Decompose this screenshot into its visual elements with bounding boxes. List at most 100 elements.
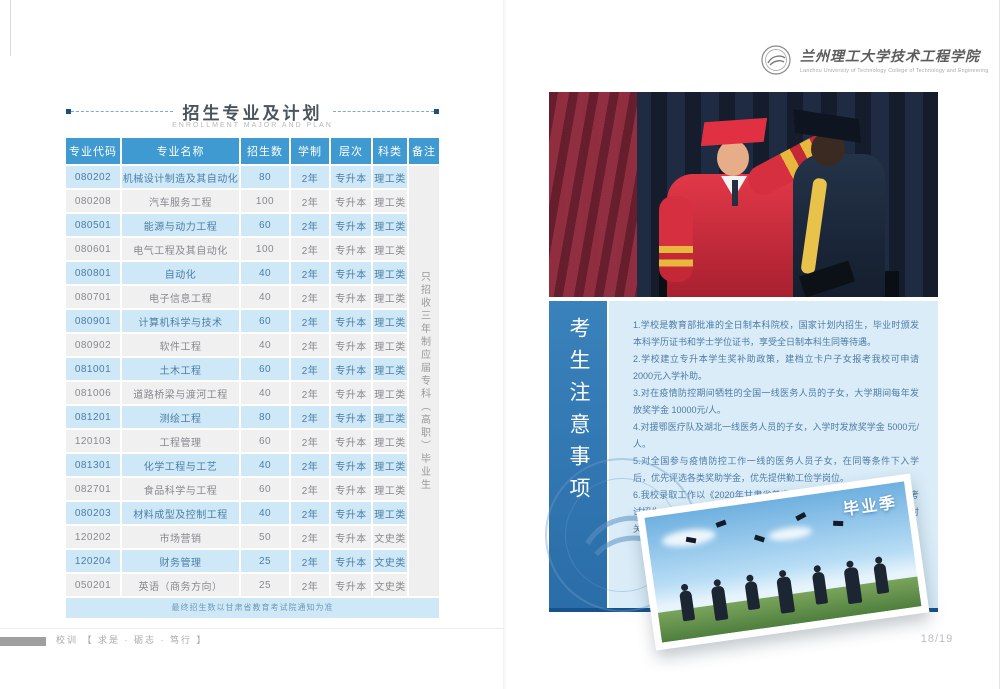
cell-major-name: 财务管理 xyxy=(122,550,239,572)
cell-level: 专升本 xyxy=(331,286,371,308)
table-body: 080202 机械设计制造及其自动化 80 2年 专升本 理工类 080208 … xyxy=(66,166,439,598)
cell-enroll-count: 40 xyxy=(241,502,289,524)
cell-major-name: 机械设计制造及其自动化 xyxy=(122,166,239,188)
cell-major-name: 材料成型及控制工程 xyxy=(122,502,239,524)
cell-major-code: 080901 xyxy=(66,310,120,332)
cell-category: 理工类 xyxy=(373,166,407,188)
cell-major-code: 080203 xyxy=(66,502,120,524)
cell-major-name: 电子信息工程 xyxy=(122,286,239,308)
table-header-cell: 备注 xyxy=(409,138,439,164)
cell-major-name: 软件工程 xyxy=(122,334,239,356)
president-tie xyxy=(732,180,738,206)
photo-caption: 毕业季 xyxy=(841,492,899,520)
cell-major-code: 081301 xyxy=(66,454,120,476)
page-edge-line xyxy=(999,0,1000,689)
table-row: 080701 电子信息工程 40 2年 专升本 理工类 xyxy=(66,286,439,308)
table-row: 081001 土木工程 60 2年 专升本 理工类 xyxy=(66,358,439,380)
cell-category: 文史类 xyxy=(373,550,407,572)
cell-major-name: 测绘工程 xyxy=(122,406,239,428)
page-fold-shadow xyxy=(503,0,507,689)
red-curtain xyxy=(549,92,637,297)
cell-duration: 2年 xyxy=(291,574,329,596)
cell-category: 理工类 xyxy=(373,454,407,476)
cell-enroll-count: 40 xyxy=(241,454,289,476)
cell-level: 专升本 xyxy=(331,358,371,380)
cell-major-name: 市场营销 xyxy=(122,526,239,548)
cell-enroll-count: 80 xyxy=(241,166,289,188)
table-row: 080208 汽车服务工程 100 2年 专升本 理工类 xyxy=(66,190,439,212)
cell-major-code: 120204 xyxy=(66,550,120,572)
table-row: 080902 软件工程 40 2年 专升本 理工类 xyxy=(66,334,439,356)
remark-column: 只招收三年制应届专科（高职）毕业生 xyxy=(409,166,439,596)
table-header-cell: 层次 xyxy=(331,138,371,164)
section-subtitle: ENROLLMENT MAJOR AND PLAN xyxy=(172,122,333,129)
notice-item: 2.学校建立专升本学生奖补助政策，建档立卡户子女报考我校可申请2000元入学补助… xyxy=(633,354,919,381)
school-motto: 校训 【 求是 · 砺志 · 笃行 】 xyxy=(56,635,208,645)
table-row: 081201 测绘工程 80 2年 专升本 理工类 xyxy=(66,406,439,428)
table-row: 080203 材料成型及控制工程 40 2年 专升本 理工类 xyxy=(66,502,439,524)
cell-level: 专升本 xyxy=(331,526,371,548)
cell-enroll-count: 40 xyxy=(241,334,289,356)
cell-enroll-count: 100 xyxy=(241,190,289,212)
table-row: 081006 道路桥梁与渡河工程 40 2年 专升本 理工类 xyxy=(66,382,439,404)
table-header-cell: 招生数 xyxy=(241,138,289,164)
notice-item: 3.对在疫情防控期间牺牲的全国一线医务人员的子女，大学期间每年发放奖学金 100… xyxy=(633,388,919,415)
cell-duration: 2年 xyxy=(291,166,329,188)
cell-category: 理工类 xyxy=(373,382,407,404)
title-dash-line xyxy=(332,111,434,112)
table-header-cell: 专业代码 xyxy=(66,138,120,164)
table-row: 082701 食品科学与工程 60 2年 专升本 理工类 xyxy=(66,478,439,500)
cell-duration: 2年 xyxy=(291,238,329,260)
table-row: 050201 英语（商务方向） 25 2年 专升本 文史类 xyxy=(66,574,439,596)
cell-enroll-count: 60 xyxy=(241,478,289,500)
cell-major-code: 080801 xyxy=(66,262,120,284)
cell-category: 文史类 xyxy=(373,574,407,596)
cell-major-name: 化学工程与工艺 xyxy=(122,454,239,476)
cell-major-name: 道路桥梁与渡河工程 xyxy=(122,382,239,404)
cell-major-name: 汽车服务工程 xyxy=(122,190,239,212)
title-dash-line xyxy=(71,111,173,112)
table-header-cell: 专业名称 xyxy=(122,138,239,164)
footer-rule xyxy=(0,628,504,629)
cell-enroll-count: 100 xyxy=(241,238,289,260)
footer-accent-bar xyxy=(0,637,46,646)
cell-major-name: 自动化 xyxy=(122,262,239,284)
cell-duration: 2年 xyxy=(291,454,329,476)
cell-enroll-count: 80 xyxy=(241,406,289,428)
table-row: 080202 机械设计制造及其自动化 80 2年 专升本 理工类 xyxy=(66,166,439,188)
cell-level: 专升本 xyxy=(331,382,371,404)
cell-duration: 2年 xyxy=(291,214,329,236)
section-title-row: 招生专业及计划 xyxy=(66,99,439,124)
cell-major-code: 082701 xyxy=(66,478,120,500)
graduate-mortarboard xyxy=(793,109,861,143)
graduation-ceremony-photo xyxy=(549,92,938,297)
table-row: 120103 工程管理 60 2年 专升本 理工类 xyxy=(66,430,439,452)
cell-major-code: 080208 xyxy=(66,190,120,212)
cell-enroll-count: 50 xyxy=(241,526,289,548)
cell-major-name: 工程管理 xyxy=(122,430,239,452)
cell-enroll-count: 60 xyxy=(241,214,289,236)
notice-item: 4.对援鄂医疗队及湖北一线医务人员的子女，入学时发放奖学金 5000元/人。 xyxy=(633,422,919,449)
table-row: 081301 化学工程与工艺 40 2年 专升本 理工类 xyxy=(66,454,439,476)
title-end-marker xyxy=(66,109,71,114)
school-name-block: 兰州理工大学技术工程学院 Lanzhou University of Techn… xyxy=(800,46,1008,74)
cell-enroll-count: 25 xyxy=(241,574,289,596)
cell-level: 专升本 xyxy=(331,574,371,596)
cell-level: 专升本 xyxy=(331,262,371,284)
cell-major-name: 计算机科学与技术 xyxy=(122,310,239,332)
cell-major-code: 081001 xyxy=(66,358,120,380)
cell-major-code: 120103 xyxy=(66,430,120,452)
table-row: 120202 市场营销 50 2年 专升本 文史类 xyxy=(66,526,439,548)
title-end-marker xyxy=(434,109,439,114)
cell-level: 专升本 xyxy=(331,406,371,428)
enrollment-table: 专业代码 专业名称 招生数 学制 层次 科类 备注 080202 机械设计制造及其自动化 8… xyxy=(66,138,439,618)
cell-major-code: 120202 xyxy=(66,526,120,548)
cell-duration: 2年 xyxy=(291,382,329,404)
cell-major-code: 080601 xyxy=(66,238,120,260)
cell-level: 专升本 xyxy=(331,310,371,332)
remark-vertical-text: 只招收三年制应届专科（高职）毕业生 xyxy=(418,270,430,492)
cell-category: 理工类 xyxy=(373,286,407,308)
school-emblem-icon xyxy=(761,45,791,75)
cell-major-code: 081201 xyxy=(66,406,120,428)
